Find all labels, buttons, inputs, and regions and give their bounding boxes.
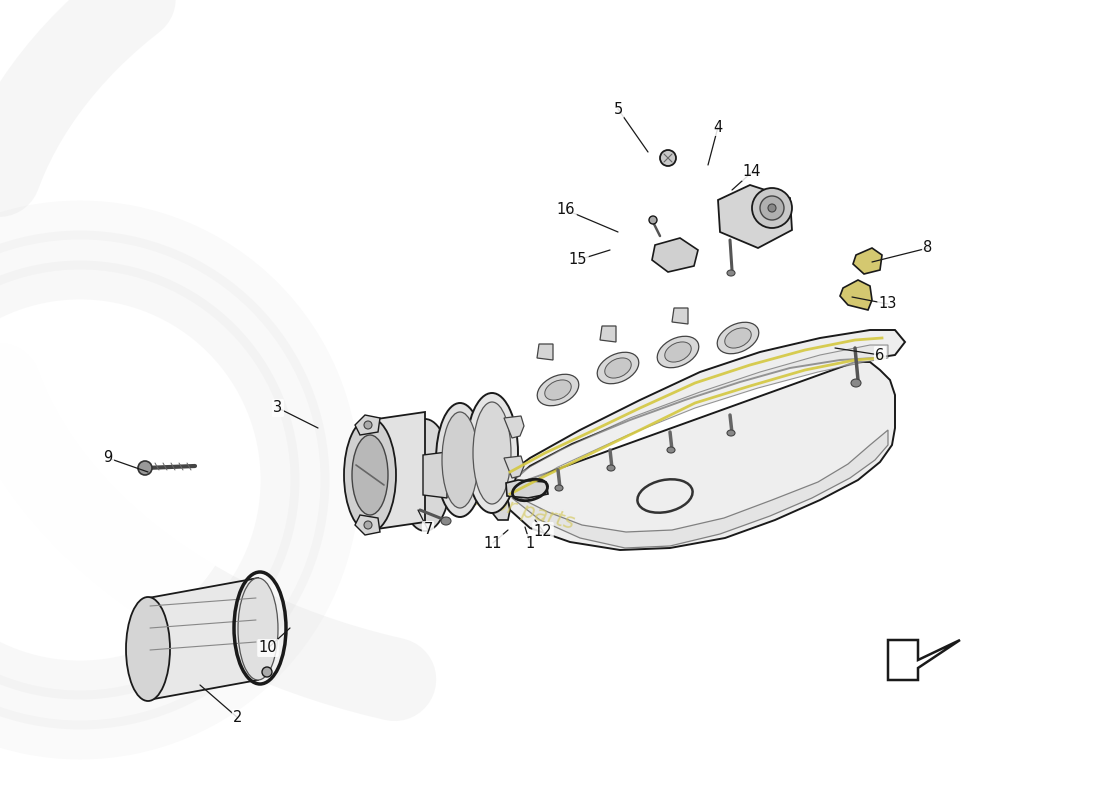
Ellipse shape bbox=[727, 430, 735, 436]
Polygon shape bbox=[537, 344, 553, 360]
Text: 4: 4 bbox=[714, 119, 723, 134]
Text: 14: 14 bbox=[742, 165, 761, 179]
Ellipse shape bbox=[262, 667, 272, 677]
Ellipse shape bbox=[441, 517, 451, 525]
Ellipse shape bbox=[667, 447, 675, 453]
Ellipse shape bbox=[605, 358, 631, 378]
Ellipse shape bbox=[466, 393, 518, 513]
Ellipse shape bbox=[760, 196, 784, 220]
Polygon shape bbox=[718, 185, 792, 248]
Ellipse shape bbox=[556, 485, 563, 491]
Text: 13: 13 bbox=[879, 297, 898, 311]
Ellipse shape bbox=[727, 270, 735, 276]
Polygon shape bbox=[370, 412, 425, 530]
Polygon shape bbox=[355, 415, 380, 435]
Text: 16: 16 bbox=[557, 202, 575, 218]
Polygon shape bbox=[852, 248, 882, 274]
Ellipse shape bbox=[649, 216, 657, 224]
Polygon shape bbox=[500, 330, 905, 550]
Ellipse shape bbox=[442, 412, 478, 508]
Polygon shape bbox=[600, 326, 616, 342]
Polygon shape bbox=[424, 452, 447, 498]
Ellipse shape bbox=[364, 521, 372, 529]
Polygon shape bbox=[512, 430, 888, 548]
Text: 1: 1 bbox=[526, 535, 535, 550]
Ellipse shape bbox=[607, 465, 615, 471]
Polygon shape bbox=[148, 578, 258, 700]
Ellipse shape bbox=[851, 379, 861, 387]
Text: 6: 6 bbox=[876, 347, 884, 362]
Text: 11: 11 bbox=[484, 535, 503, 550]
Ellipse shape bbox=[660, 150, 676, 166]
Text: 7: 7 bbox=[424, 522, 432, 538]
Ellipse shape bbox=[664, 342, 691, 362]
Polygon shape bbox=[672, 308, 688, 324]
Ellipse shape bbox=[544, 380, 571, 400]
Ellipse shape bbox=[725, 328, 751, 348]
Text: a passion for parts: a passion for parts bbox=[383, 466, 576, 534]
Polygon shape bbox=[506, 480, 548, 498]
Polygon shape bbox=[888, 640, 960, 680]
Polygon shape bbox=[652, 238, 698, 272]
Ellipse shape bbox=[399, 419, 451, 531]
Ellipse shape bbox=[657, 336, 698, 368]
Text: 10: 10 bbox=[258, 641, 277, 655]
Polygon shape bbox=[840, 280, 872, 310]
Text: 15: 15 bbox=[569, 253, 587, 267]
Ellipse shape bbox=[473, 402, 512, 504]
Polygon shape bbox=[504, 456, 524, 478]
Circle shape bbox=[0, 320, 240, 640]
Ellipse shape bbox=[537, 374, 579, 406]
Text: 12: 12 bbox=[534, 523, 552, 538]
Ellipse shape bbox=[717, 322, 759, 354]
Polygon shape bbox=[355, 515, 380, 535]
Ellipse shape bbox=[597, 352, 639, 384]
Ellipse shape bbox=[436, 403, 484, 517]
Text: 8: 8 bbox=[923, 241, 933, 255]
Ellipse shape bbox=[768, 204, 776, 212]
Ellipse shape bbox=[238, 578, 278, 680]
Polygon shape bbox=[510, 345, 888, 495]
Text: 3: 3 bbox=[274, 401, 283, 415]
Text: 5: 5 bbox=[614, 102, 623, 117]
Ellipse shape bbox=[138, 461, 152, 475]
Ellipse shape bbox=[364, 421, 372, 429]
Ellipse shape bbox=[352, 435, 388, 515]
Text: 9: 9 bbox=[103, 450, 112, 466]
Polygon shape bbox=[504, 416, 524, 438]
Ellipse shape bbox=[344, 418, 396, 532]
Ellipse shape bbox=[752, 188, 792, 228]
Polygon shape bbox=[490, 480, 510, 520]
Ellipse shape bbox=[126, 597, 170, 701]
Text: 2: 2 bbox=[233, 710, 243, 726]
